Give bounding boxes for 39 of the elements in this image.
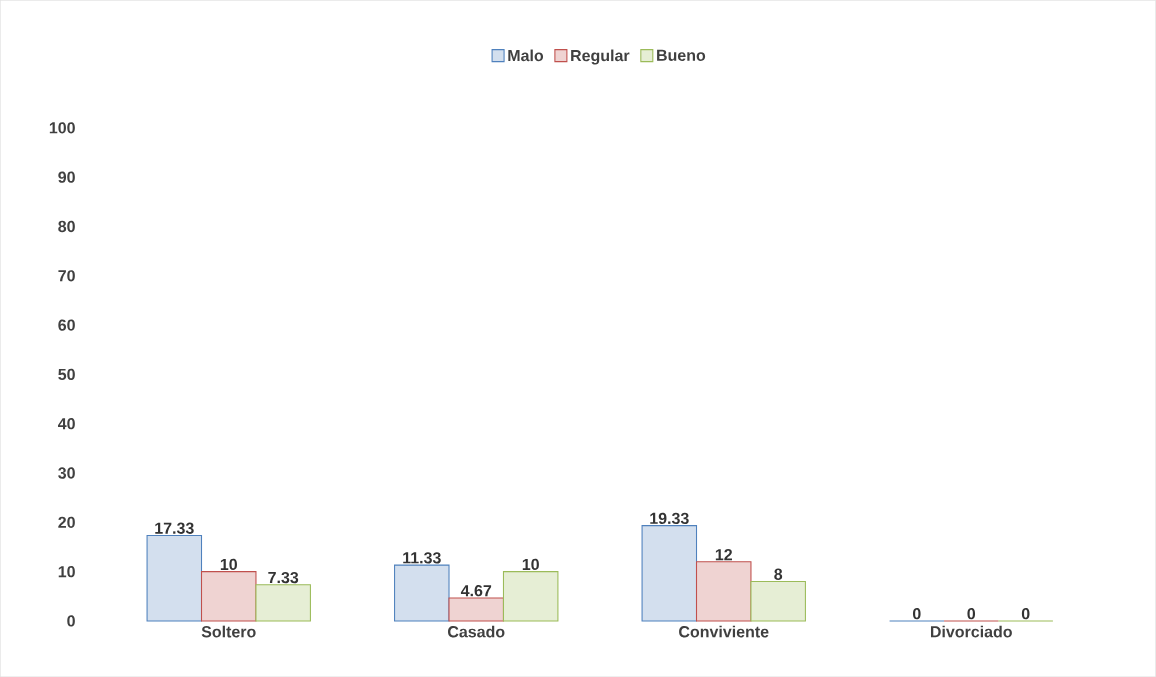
data-label: 0 (1021, 607, 1030, 620)
y-tick-label: 80 (58, 220, 75, 233)
bar (255, 584, 311, 622)
data-label: 19.33 (650, 512, 689, 524)
data-label: 11.33 (403, 552, 441, 564)
y-tick-label: 60 (58, 319, 75, 331)
bar (695, 561, 752, 622)
bar (448, 597, 505, 622)
x-tick-label: Casado (448, 625, 505, 638)
legend-label: Bueno (657, 49, 706, 61)
bar (750, 580, 806, 622)
x-tick-label: Conviviente (679, 625, 769, 638)
data-label: 0 (912, 607, 921, 620)
legend-label: Regular (571, 49, 630, 65)
y-tick-label: 100 (49, 122, 75, 134)
bar (394, 564, 450, 622)
y-tick-label: 90 (58, 171, 75, 183)
data-label: 8 (774, 568, 783, 580)
y-tick-label: 50 (58, 368, 75, 380)
bar (502, 571, 559, 622)
bar (641, 525, 698, 622)
data-label: 0 (967, 607, 976, 620)
bar (146, 534, 203, 622)
data-label: 10 (522, 558, 539, 570)
y-tick-label: 20 (58, 516, 75, 528)
y-tick-label: 10 (58, 565, 75, 578)
x-tick-label: Divorciado (930, 625, 1012, 638)
y-tick-label: 70 (58, 270, 75, 282)
data-label: 17.33 (155, 522, 194, 534)
x-tick-label: Soltero (201, 625, 256, 638)
data-label: 10 (220, 558, 237, 570)
data-label: 4.67 (460, 584, 492, 597)
bar (200, 571, 257, 622)
data-label: 12 (715, 548, 732, 561)
data-label: 7.33 (268, 571, 299, 584)
y-tick-label: 0 (67, 615, 75, 627)
y-tick-label: 40 (57, 417, 75, 430)
y-tick-label: 30 (58, 467, 75, 479)
legend-label: Malo (508, 49, 544, 62)
